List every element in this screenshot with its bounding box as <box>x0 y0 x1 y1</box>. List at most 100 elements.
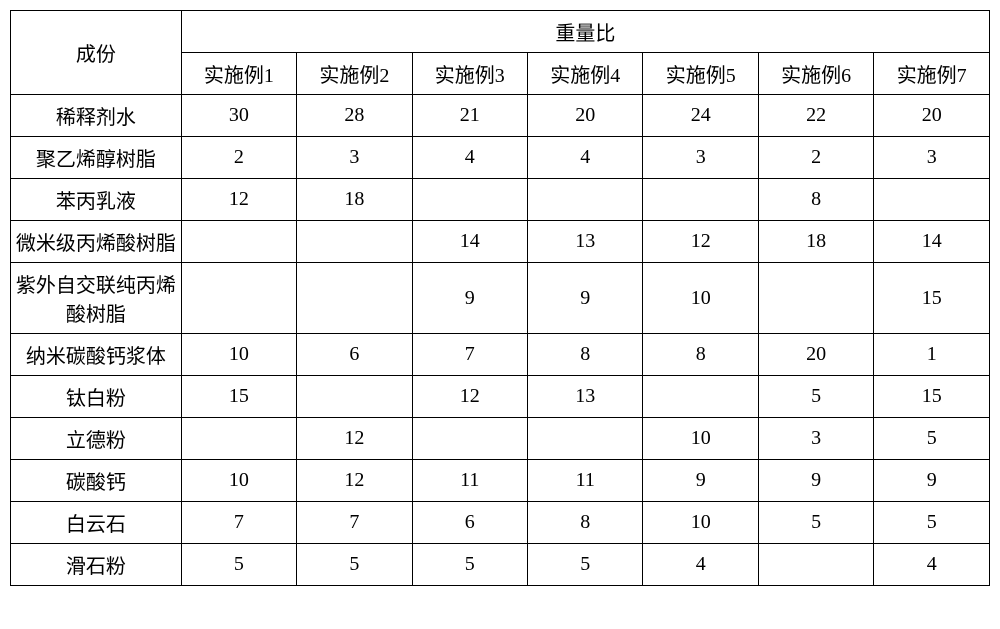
table-cell: 5 <box>528 544 643 586</box>
table-cell: 9 <box>874 460 990 502</box>
composition-table: 成份 重量比 实施例1 实施例2 实施例3 实施例4 实施例5 实施例6 实施例… <box>10 10 990 586</box>
table-row: 白云石77681055 <box>11 502 990 544</box>
row-label: 纳米碳酸钙浆体 <box>11 334 182 376</box>
row-label: 稀释剂水 <box>11 95 182 137</box>
table-cell <box>181 418 296 460</box>
table-cell: 14 <box>412 221 527 263</box>
ingredient-header: 成份 <box>11 11 182 95</box>
table-cell: 5 <box>181 544 296 586</box>
table-cell: 30 <box>181 95 296 137</box>
table-cell: 12 <box>643 221 758 263</box>
row-label: 碳酸钙 <box>11 460 182 502</box>
table-cell: 15 <box>181 376 296 418</box>
table-header: 成份 重量比 实施例1 实施例2 实施例3 实施例4 实施例5 实施例6 实施例… <box>11 11 990 95</box>
table-cell <box>643 179 758 221</box>
table-cell: 20 <box>874 95 990 137</box>
table-row: 微米级丙烯酸树脂1413121814 <box>11 221 990 263</box>
example-header: 实施例5 <box>643 53 758 95</box>
table-cell: 2 <box>181 137 296 179</box>
table-cell: 12 <box>181 179 296 221</box>
table-cell: 21 <box>412 95 527 137</box>
example-header: 实施例3 <box>412 53 527 95</box>
table-row: 稀释剂水30282120242220 <box>11 95 990 137</box>
table-cell: 9 <box>643 460 758 502</box>
table-cell: 5 <box>758 376 873 418</box>
table-cell: 22 <box>758 95 873 137</box>
table-cell: 18 <box>758 221 873 263</box>
table-cell: 7 <box>297 502 412 544</box>
table-row: 纳米碳酸钙浆体106788201 <box>11 334 990 376</box>
table-cell: 1 <box>874 334 990 376</box>
table-cell: 9 <box>758 460 873 502</box>
table-row: 钛白粉151213515 <box>11 376 990 418</box>
table-cell: 14 <box>874 221 990 263</box>
table-cell: 24 <box>643 95 758 137</box>
table-cell: 7 <box>412 334 527 376</box>
row-label: 紫外自交联纯丙烯酸树脂 <box>11 263 182 334</box>
table-cell: 6 <box>297 334 412 376</box>
table-cell <box>874 179 990 221</box>
table-cell: 3 <box>643 137 758 179</box>
table-cell: 5 <box>874 502 990 544</box>
table-cell: 8 <box>758 179 873 221</box>
table-cell: 28 <box>297 95 412 137</box>
example-header: 实施例7 <box>874 53 990 95</box>
table-cell: 10 <box>643 502 758 544</box>
table-row: 立德粉121035 <box>11 418 990 460</box>
table-cell <box>643 376 758 418</box>
table-cell: 5 <box>758 502 873 544</box>
table-cell: 7 <box>181 502 296 544</box>
table-cell <box>297 376 412 418</box>
table-cell: 5 <box>874 418 990 460</box>
example-header: 实施例2 <box>297 53 412 95</box>
table-cell: 2 <box>758 137 873 179</box>
table-header-row-1: 成份 重量比 <box>11 11 990 53</box>
group-header: 重量比 <box>181 11 989 53</box>
row-label: 聚乙烯醇树脂 <box>11 137 182 179</box>
table-cell: 20 <box>758 334 873 376</box>
table-cell: 3 <box>874 137 990 179</box>
table-cell: 8 <box>528 334 643 376</box>
table-cell: 9 <box>528 263 643 334</box>
table-cell: 4 <box>643 544 758 586</box>
table-row: 碳酸钙10121111999 <box>11 460 990 502</box>
table-cell <box>412 418 527 460</box>
table-cell: 13 <box>528 221 643 263</box>
table-cell: 4 <box>412 137 527 179</box>
table-cell: 15 <box>874 263 990 334</box>
row-label: 滑石粉 <box>11 544 182 586</box>
table-cell <box>412 179 527 221</box>
table-cell: 18 <box>297 179 412 221</box>
table-cell: 6 <box>412 502 527 544</box>
table-cell <box>758 544 873 586</box>
table-row: 滑石粉555544 <box>11 544 990 586</box>
table-cell: 10 <box>643 263 758 334</box>
table-cell: 20 <box>528 95 643 137</box>
table-body: 稀释剂水30282120242220聚乙烯醇树脂2344323苯丙乳液12188… <box>11 95 990 586</box>
row-label: 钛白粉 <box>11 376 182 418</box>
row-label: 白云石 <box>11 502 182 544</box>
table-cell: 4 <box>874 544 990 586</box>
table-row: 紫外自交联纯丙烯酸树脂991015 <box>11 263 990 334</box>
table-cell <box>181 221 296 263</box>
example-header: 实施例4 <box>528 53 643 95</box>
table-cell: 10 <box>643 418 758 460</box>
table-cell: 9 <box>412 263 527 334</box>
row-label: 立德粉 <box>11 418 182 460</box>
table-cell: 13 <box>528 376 643 418</box>
row-label: 微米级丙烯酸树脂 <box>11 221 182 263</box>
table-cell: 5 <box>297 544 412 586</box>
table-cell: 15 <box>874 376 990 418</box>
table-cell: 3 <box>297 137 412 179</box>
table-row: 聚乙烯醇树脂2344323 <box>11 137 990 179</box>
table-cell: 11 <box>412 460 527 502</box>
table-cell: 8 <box>643 334 758 376</box>
table-cell: 5 <box>412 544 527 586</box>
table-cell: 12 <box>297 460 412 502</box>
table-cell <box>528 418 643 460</box>
example-header: 实施例1 <box>181 53 296 95</box>
table-cell: 12 <box>412 376 527 418</box>
table-cell: 3 <box>758 418 873 460</box>
table-cell: 4 <box>528 137 643 179</box>
table-cell <box>181 263 296 334</box>
